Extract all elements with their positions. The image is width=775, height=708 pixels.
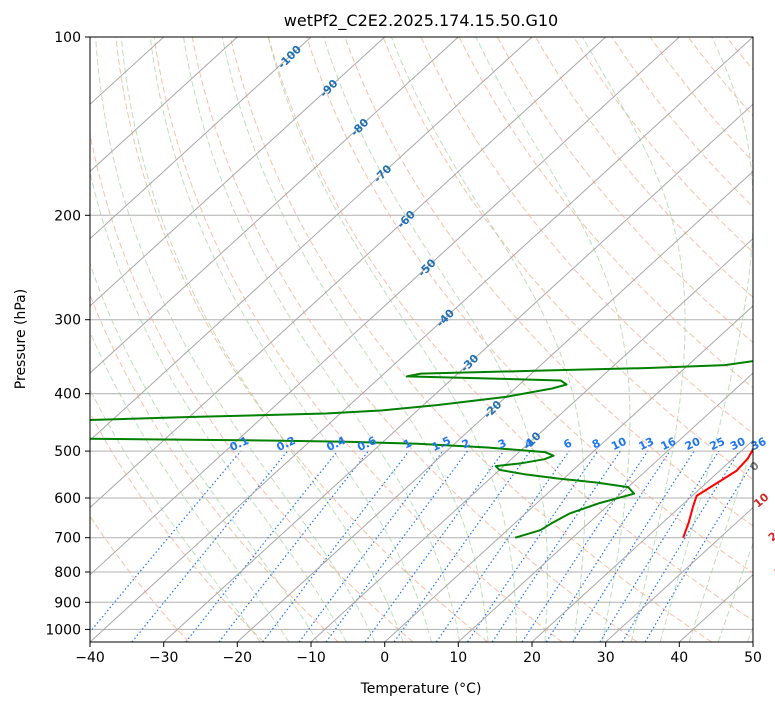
chart-title: wetPf2_C2E2.2025.174.15.50.G10 — [284, 11, 558, 31]
isotherm — [90, 37, 238, 173]
isotherm — [384, 305, 753, 642]
moist-adiabat — [95, 37, 376, 642]
dry-adiabat — [90, 412, 264, 642]
moist-adiabat — [90, 262, 319, 642]
moist-adiabat — [90, 330, 290, 642]
dry-adiabat — [573, 37, 753, 253]
mixing-ratio-line — [218, 450, 369, 642]
moist-adiabat — [90, 169, 347, 642]
isotherm — [90, 37, 753, 642]
plot-frame — [89, 36, 754, 643]
isotherm — [457, 372, 753, 642]
dry-adiabat — [90, 515, 190, 642]
mixing-ratio-line — [90, 450, 242, 634]
dry-adiabat — [382, 37, 753, 481]
mixing-ratio-line — [131, 450, 289, 642]
x-tick-label: −40 — [75, 650, 105, 666]
x-tick-label: −30 — [149, 650, 179, 666]
y-tick-label: 300 — [54, 313, 81, 329]
mixing-ratio-line — [467, 450, 599, 642]
x-tick-label: 50 — [744, 650, 762, 666]
moist-adiabat — [688, 443, 753, 642]
isotherm — [605, 506, 753, 642]
x-tick-label: 30 — [597, 650, 615, 666]
dry-adiabat — [535, 37, 753, 298]
isotherm — [90, 37, 680, 576]
x-tick-label: −20 — [223, 650, 253, 666]
moist-adiabat — [390, 37, 586, 642]
dry-adiabat — [90, 293, 339, 642]
mixing-ratio-line — [393, 450, 531, 642]
dry-adiabat — [90, 131, 414, 642]
isotherm — [310, 237, 753, 642]
mixing-ratio-label: 25 — [708, 435, 727, 453]
dewpoint-profile-line — [90, 360, 753, 539]
x-tick-label: 40 — [670, 650, 688, 666]
y-tick-label: 600 — [54, 491, 81, 507]
dry-adiabat — [611, 37, 753, 208]
dry-adiabat — [496, 37, 753, 344]
y-tick-label: 400 — [54, 387, 81, 403]
mixing-ratio-line — [599, 450, 720, 642]
mixing-ratio-label: 36 — [749, 435, 769, 453]
y-tick-label: 200 — [54, 208, 81, 224]
isotherm — [163, 103, 753, 642]
moist-adiabat — [659, 37, 753, 642]
mixing-ratio-line — [364, 450, 505, 642]
y-tick-label: 800 — [54, 565, 81, 581]
isotherm — [531, 439, 753, 642]
dry-adiabat — [229, 37, 712, 642]
moist-adiabat — [267, 37, 517, 642]
mixing-ratio-line — [545, 450, 671, 642]
dry-adiabat — [115, 37, 488, 642]
y-axis-label: Pressure (hPa) — [13, 289, 29, 389]
isotherm — [90, 37, 607, 509]
dry-adiabat — [649, 37, 753, 163]
temperature-profile-line — [682, 447, 753, 539]
mixing-ratio-label: 16 — [659, 435, 679, 453]
x-axis-label: Temperature (°C) — [360, 681, 482, 697]
x-tick-label: 20 — [523, 650, 541, 666]
mixing-ratio-label: 10 — [609, 435, 629, 453]
dry-adiabat — [153, 37, 563, 642]
dry-adiabat — [268, 37, 753, 622]
moist-adiabat — [120, 37, 404, 642]
isotherm — [90, 37, 459, 374]
mixing-ratio-line — [185, 450, 339, 642]
x-tick-label: 10 — [449, 650, 467, 666]
moist-adiabat — [183, 37, 461, 642]
moist-adiabat — [90, 388, 261, 642]
mixing-ratio-label: 30 — [728, 435, 748, 453]
y-tick-label: 1000 — [45, 622, 81, 638]
mixing-ratio-line — [262, 450, 410, 642]
moist-adiabat — [582, 37, 686, 642]
mixing-ratio-line — [572, 450, 695, 642]
isotherm — [90, 37, 312, 240]
isotherm — [90, 37, 386, 307]
mixing-ratio-label: 13 — [637, 435, 656, 453]
y-tick-label: 700 — [54, 531, 81, 547]
mixing-ratio-label: 20 — [683, 435, 703, 453]
dry-adiabat-label: 30 — [772, 559, 775, 579]
y-tick-label: 100 — [54, 30, 81, 46]
isotherm — [236, 170, 753, 642]
y-tick-label: 500 — [54, 444, 81, 460]
moist-adiabat — [149, 37, 432, 642]
x-tick-label: −10 — [296, 650, 326, 666]
dry-adiabat — [306, 37, 753, 574]
dry-adiabat-label: 20 — [766, 524, 775, 544]
moist-adiabat — [323, 37, 548, 642]
isotherm — [90, 37, 533, 442]
y-tick-label: 900 — [54, 595, 81, 611]
plot-area — [90, 37, 753, 642]
x-tick-label: 0 — [380, 650, 389, 666]
dry-adiabat — [191, 37, 638, 642]
mixing-ratio-line — [644, 461, 753, 642]
